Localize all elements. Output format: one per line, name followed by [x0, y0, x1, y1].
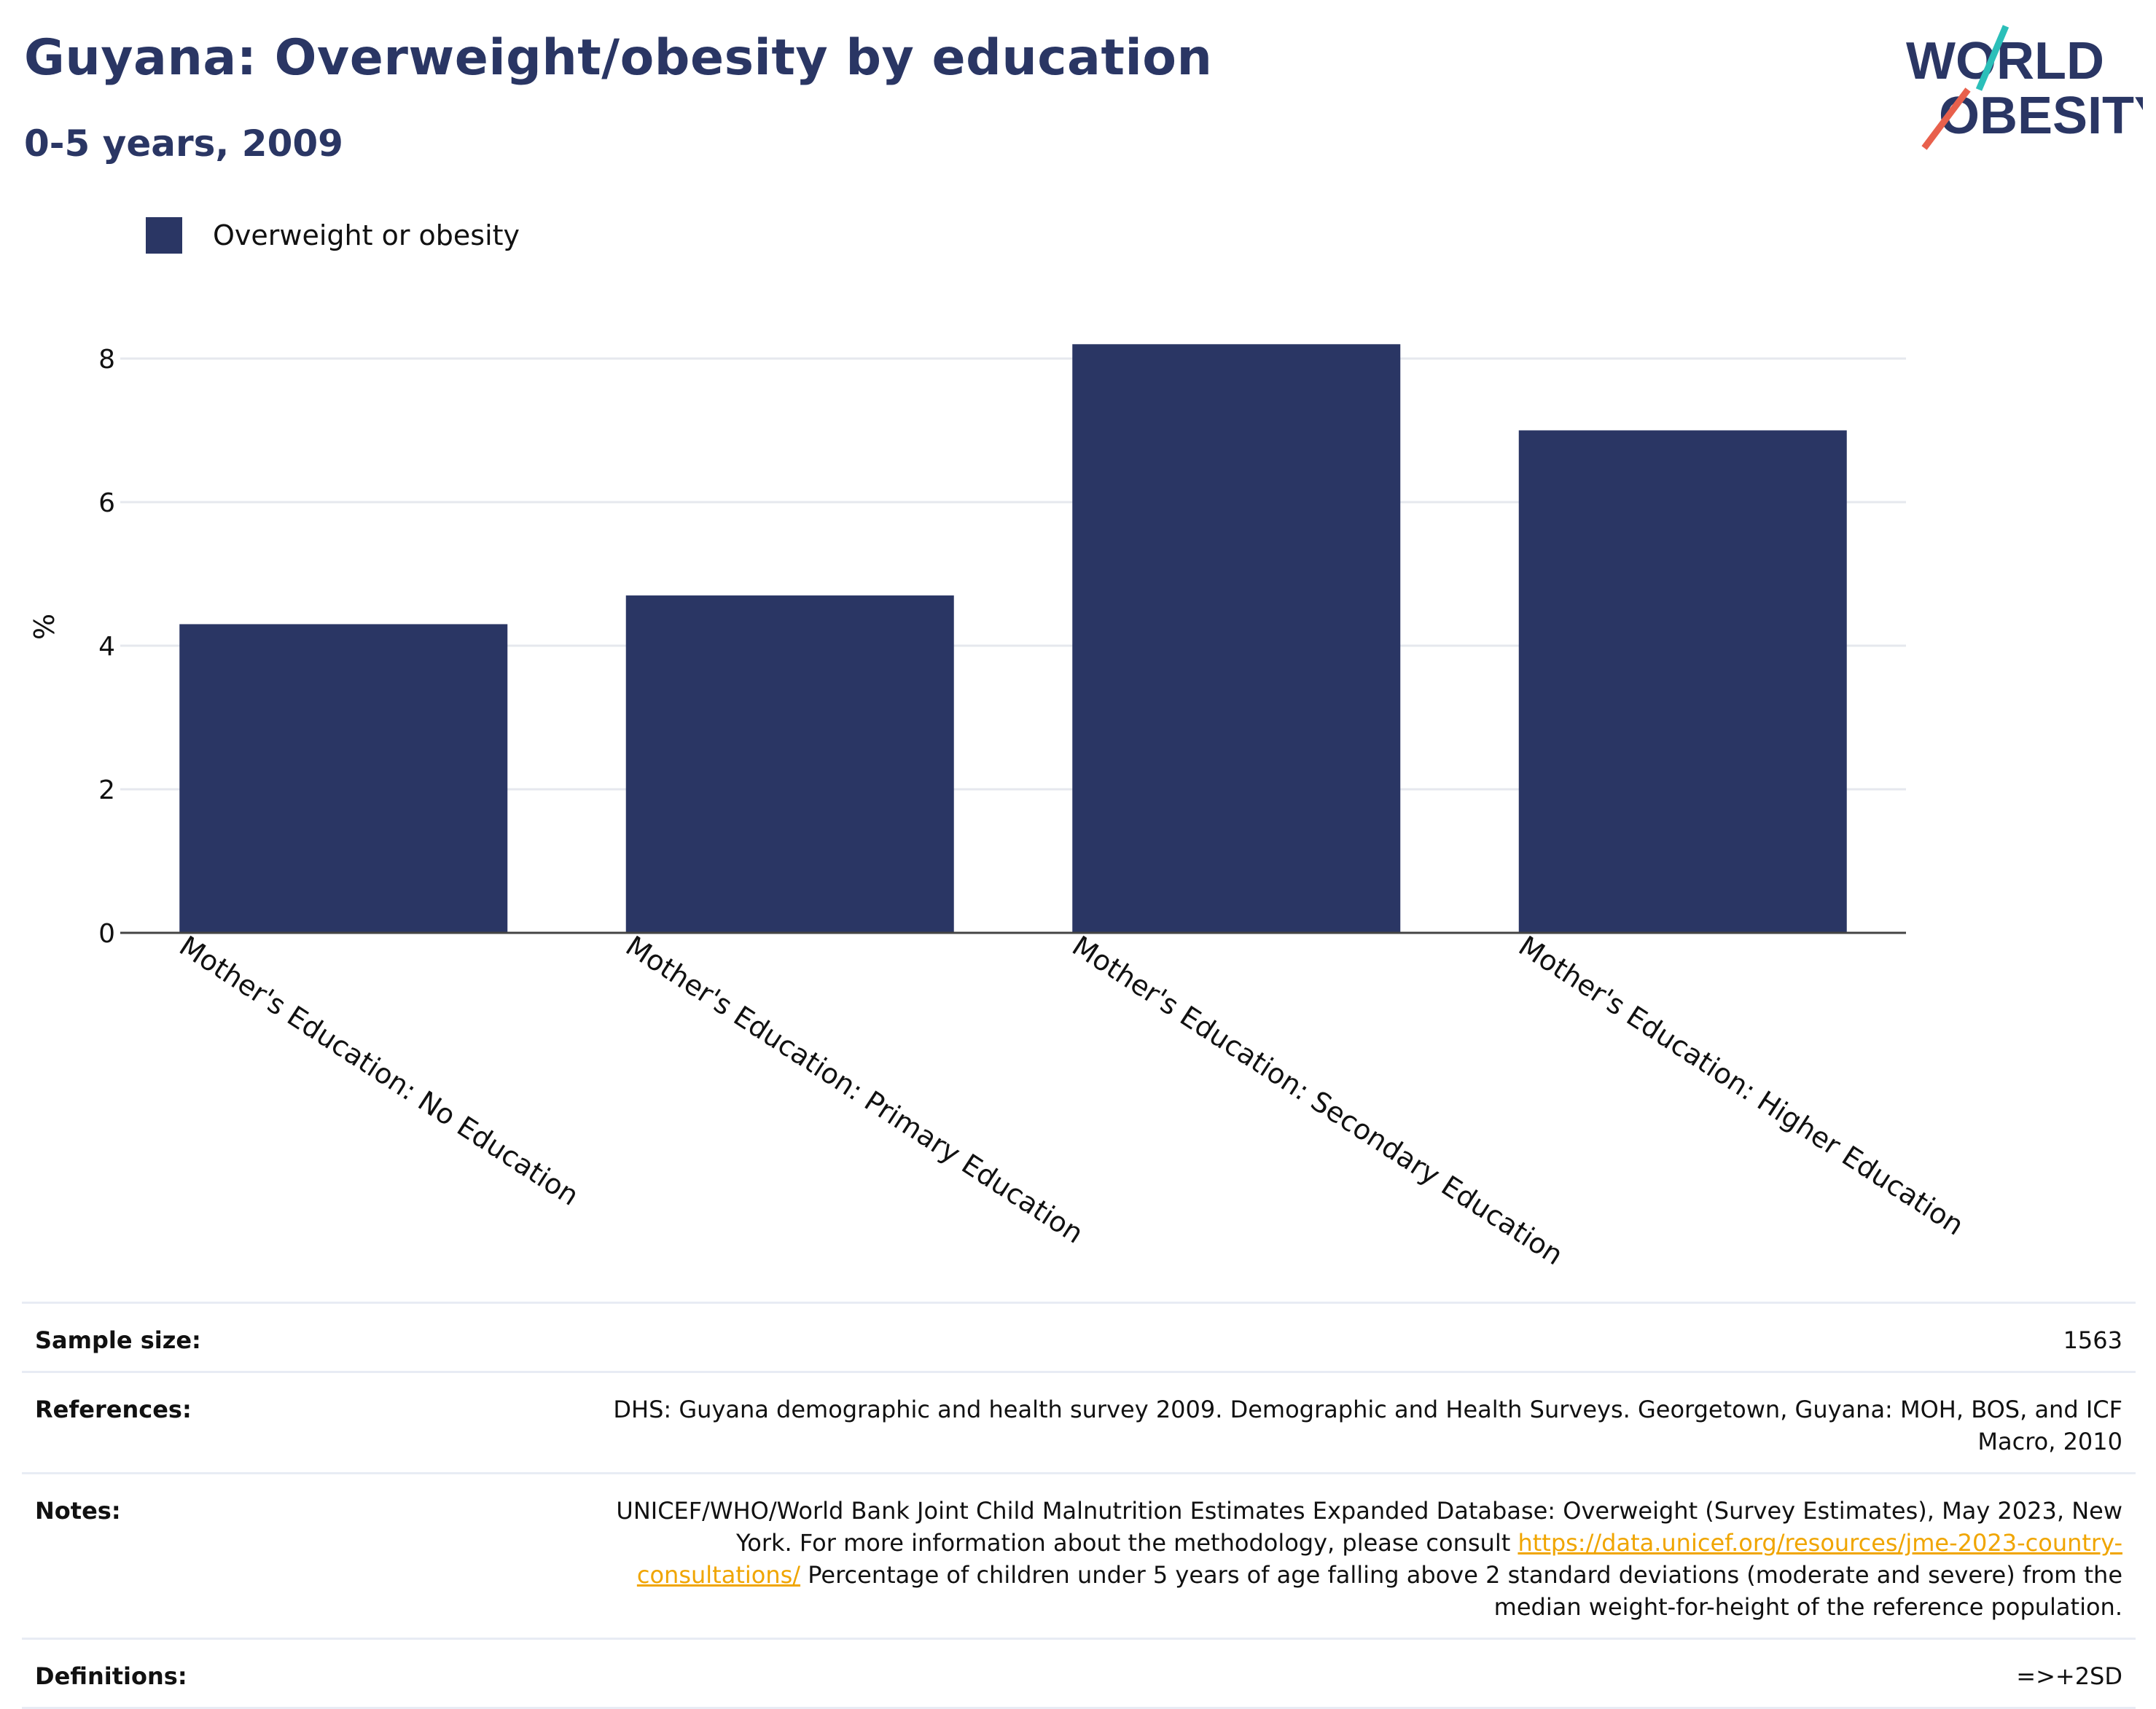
bar — [1072, 344, 1401, 933]
x-tick-label: Mother's Education: Secondary Education — [1066, 930, 1569, 1272]
legend[interactable]: Overweight or obesity — [146, 217, 520, 254]
footer-row-notes: Notes: UNICEF/WHO/World Bank Joint Child… — [22, 1472, 2136, 1638]
sample-size-value: 1563 — [2063, 1326, 2122, 1354]
y-tick-label: 6 — [98, 488, 115, 518]
x-tick-label: Mother's Education: Higher Education — [1513, 930, 1969, 1242]
logo-text-world: WORLD — [1906, 32, 2104, 90]
y-tick-label: 2 — [98, 775, 115, 805]
logo-slash-coral — [1921, 87, 1971, 150]
y-tick-label: 8 — [98, 345, 115, 375]
bar — [179, 624, 508, 933]
references-label: References: — [35, 1396, 192, 1423]
sample-size-label: Sample size: — [35, 1326, 201, 1354]
definitions-value: =>+2SD — [2016, 1662, 2122, 1690]
legend-swatch — [146, 217, 182, 254]
footer-row-references: References: DHS: Guyana demographic and … — [22, 1371, 2136, 1472]
notes-label: Notes: — [35, 1497, 121, 1525]
x-tick-label: Mother's Education: Primary Education — [620, 930, 1089, 1250]
bar — [1518, 430, 1847, 933]
footer-table: Sample size: 1563 References: DHS: Guyan… — [22, 1302, 2136, 1709]
definitions-label: Definitions: — [35, 1662, 187, 1690]
logo-text-obesity: OBESITY — [1939, 87, 2143, 145]
footer-row-definitions: Definitions: =>+2SD — [22, 1638, 2136, 1709]
notes-text-after: Percentage of children under 5 years of … — [800, 1561, 2122, 1621]
chart-title: Guyana: Overweight/obesity by education — [24, 29, 1213, 87]
notes-link[interactable]: https://data.unicef.org/resources/jme-20… — [636, 1529, 2122, 1589]
x-tick-label: Mother's Education: No Education — [173, 930, 585, 1212]
footer-row-sample-size: Sample size: 1563 — [22, 1302, 2136, 1371]
world-obesity-logo: WORLD OBESITY — [1906, 25, 2143, 150]
y-axis-title: % — [28, 614, 60, 640]
bar — [625, 595, 954, 933]
references-value: DHS: Guyana demographic and health surve… — [613, 1396, 2122, 1455]
logo-slash-teal — [1975, 25, 2009, 91]
y-tick-label: 0 — [98, 919, 115, 949]
y-tick-label: 4 — [98, 632, 115, 662]
notes-value: UNICEF/WHO/World Bank Joint Child Malnut… — [577, 1495, 2122, 1623]
chart-subtitle: 0-5 years, 2009 — [24, 122, 343, 165]
legend-label: Overweight or obesity — [213, 219, 520, 251]
notes-text-before: UNICEF/WHO/World Bank Joint Child Malnut… — [616, 1497, 2122, 1557]
